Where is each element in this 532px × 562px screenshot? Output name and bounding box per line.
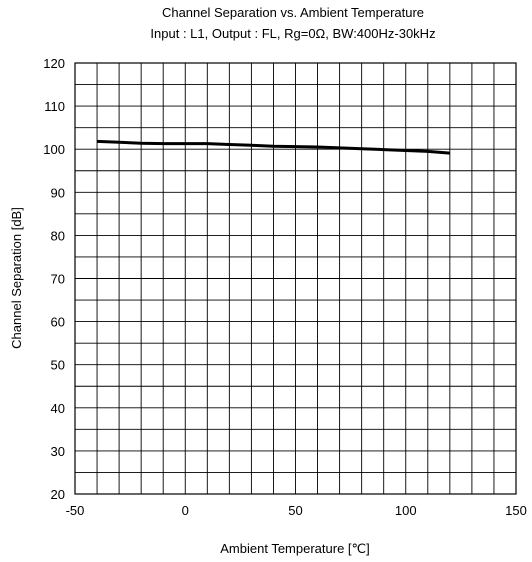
chart-title: Channel Separation vs. Ambient Temperatu…	[162, 5, 424, 20]
grid-lines	[75, 63, 516, 494]
chart-subtitle: Input : L1, Output : FL, Rg=0Ω, BW:400Hz…	[150, 26, 435, 41]
y-tick-label: 50	[51, 358, 65, 373]
x-tick-label: 50	[288, 503, 302, 518]
y-tick-label: 70	[51, 272, 65, 287]
x-tick-label: 150	[505, 503, 527, 518]
series-layer	[96, 139, 450, 155]
x-tick-label: 100	[395, 503, 417, 518]
y-tick-label: 90	[51, 185, 65, 200]
x-tick-label: 0	[182, 503, 189, 518]
y-tick-label: 60	[51, 315, 65, 330]
plot-frame	[74, 62, 517, 495]
x-axis-label: Ambient Temperature [℃]	[220, 541, 369, 556]
y-tick-label: 20	[51, 487, 65, 502]
y-tick-label: 110	[44, 99, 65, 114]
y-axis-label: Channel Separation [dB]	[9, 207, 24, 349]
y-tick-label: 100	[43, 142, 65, 157]
y-tick-labels: 20 30 40 50 60 70 80 90 100 110 120	[43, 56, 65, 502]
x-tick-labels: -50 0 50 100 150	[66, 503, 527, 518]
y-tick-label: 40	[51, 401, 65, 416]
y-tick-label: 80	[51, 228, 65, 243]
x-tick-label: -50	[66, 503, 85, 518]
y-tick-label: 30	[51, 444, 65, 459]
series-line	[96, 139, 450, 155]
y-tick-label: 120	[43, 56, 65, 71]
